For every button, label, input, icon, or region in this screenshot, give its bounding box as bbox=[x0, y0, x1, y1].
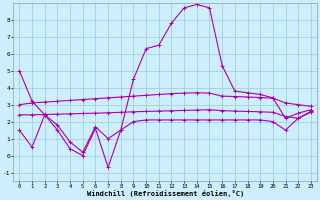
X-axis label: Windchill (Refroidissement éolien,°C): Windchill (Refroidissement éolien,°C) bbox=[86, 190, 244, 197]
